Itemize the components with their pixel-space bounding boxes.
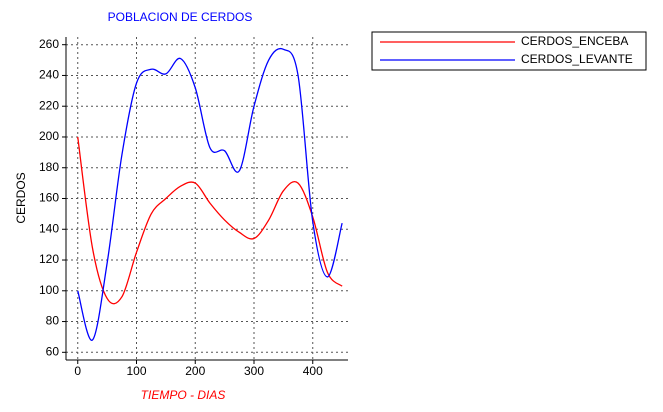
y-tick-label: 120 [39,252,59,266]
y-tick-label: 220 [39,98,59,112]
x-tick-label: 0 [74,364,81,378]
legend-label: CERDOS_ENCEBA [521,34,628,48]
chart-title: POBLACION DE CERDOS [108,10,253,24]
x-tick-label: 200 [185,364,205,378]
data-line [77,136,343,305]
y-tick-label: 260 [39,37,59,51]
y-tick-label: 140 [39,221,59,235]
x-axis-label: TIEMPO - DIAS [141,388,226,402]
y-tick-label: 160 [39,191,59,205]
legend-label: CERDOS_LEVANTE [521,52,633,66]
y-tick-label: 80 [46,314,60,328]
x-tick-label: 300 [244,364,264,378]
y-tick-label: 60 [46,344,60,358]
y-axis-label: CERDOS [14,172,28,223]
legend-box [371,31,647,71]
y-tick-label: 200 [39,129,59,143]
y-tick-label: 240 [39,68,59,82]
data-line [77,47,343,341]
y-tick-label: 100 [39,283,59,297]
y-tick-label: 180 [39,160,59,174]
x-tick-label: 400 [303,364,323,378]
x-tick-label: 100 [126,364,146,378]
